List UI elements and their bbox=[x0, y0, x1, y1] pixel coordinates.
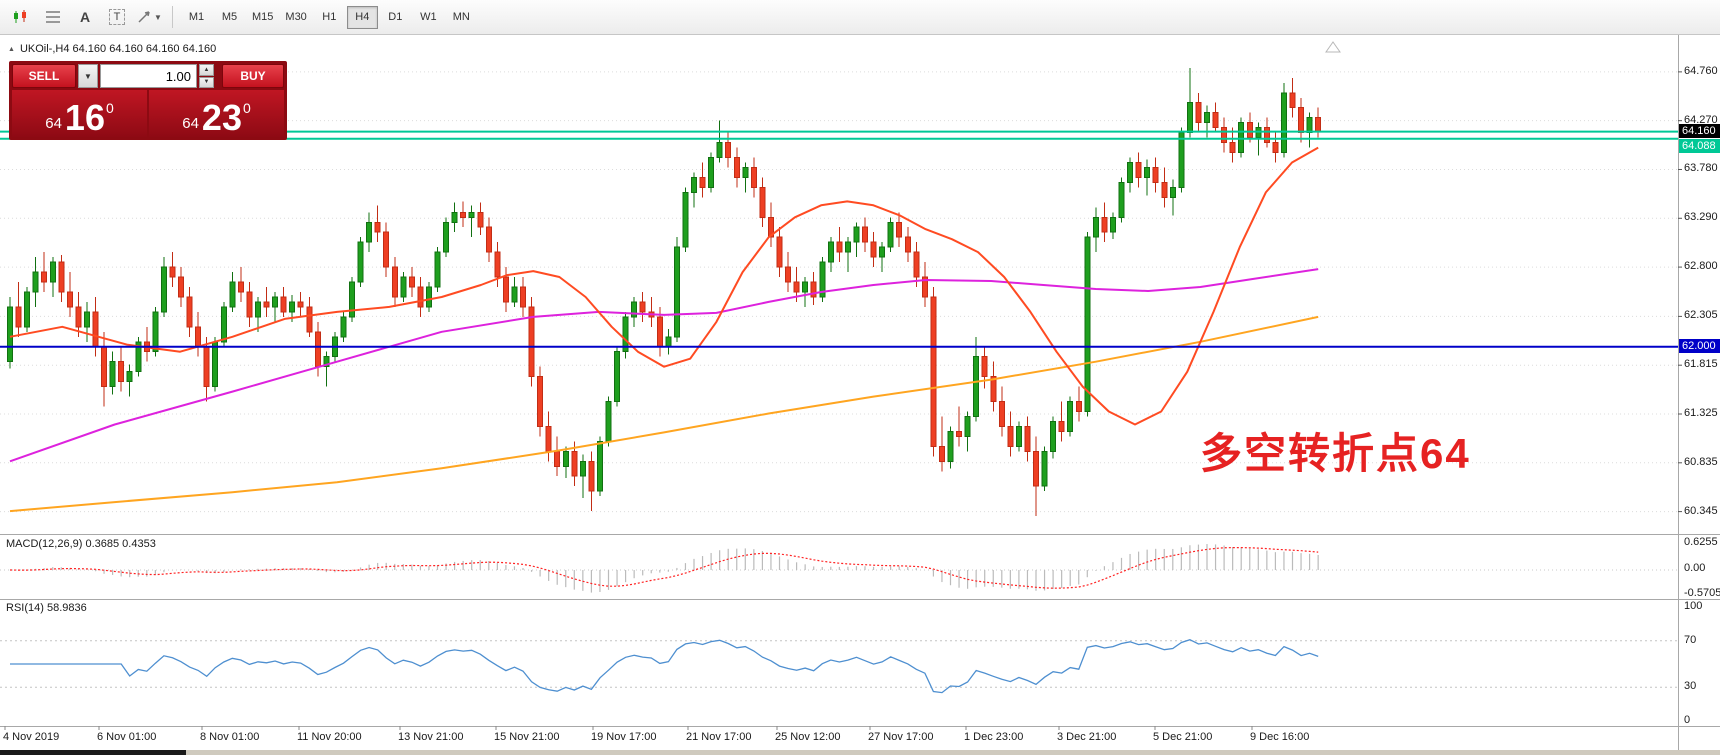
time-axis-label: 1 Dec 23:00 bbox=[964, 731, 1024, 743]
time-axis-label: 6 Nov 01:00 bbox=[97, 731, 157, 743]
grid-button[interactable] bbox=[38, 4, 68, 30]
grid-icon bbox=[46, 11, 60, 23]
bid-price-sup: 0 bbox=[105, 100, 114, 116]
collapse-triangle-icon[interactable]: ▲ bbox=[8, 45, 15, 53]
volume-input[interactable] bbox=[100, 64, 197, 88]
volume-stepper: ▲ ▼ bbox=[199, 64, 214, 88]
ask-price-prefix: 64 bbox=[182, 115, 199, 132]
macd-axis-label: 0.00 bbox=[1684, 562, 1706, 574]
chart-type-button[interactable] bbox=[6, 4, 36, 30]
price-axis-label: 61.815 bbox=[1684, 358, 1718, 370]
last-price-badge: 64.160 bbox=[1679, 124, 1720, 138]
time-axis-label: 11 Nov 20:00 bbox=[297, 731, 362, 743]
main-toolbar: A T ▼ M1 M5 M15 M30 H1 H4 D1 W1 MN bbox=[0, 0, 1720, 35]
time-axis-label: 4 Nov 2019 bbox=[3, 731, 60, 743]
timeframe-m5[interactable]: M5 bbox=[214, 6, 245, 29]
bid-price-digits: 16 bbox=[64, 96, 105, 138]
rsi-axis-label: 70 bbox=[1684, 634, 1697, 646]
toolbar-separator bbox=[172, 6, 173, 28]
volume-up-button[interactable]: ▲ bbox=[199, 64, 214, 76]
text-label-icon: A bbox=[79, 9, 91, 25]
time-axis-label: 27 Nov 17:00 bbox=[868, 731, 934, 743]
time-axis-label: 8 Nov 01:00 bbox=[200, 731, 260, 743]
timeframe-m30[interactable]: M30 bbox=[280, 6, 311, 29]
time-axis-label: 21 Nov 17:00 bbox=[686, 731, 752, 743]
level-line-price-badge: 62.000 bbox=[1679, 339, 1720, 353]
macd-axis-label: -0.5705 bbox=[1684, 587, 1720, 599]
price-axis-label: 64.760 bbox=[1684, 65, 1718, 77]
timeframe-h4[interactable]: H4 bbox=[346, 5, 378, 29]
bottom-bar-fragment bbox=[0, 750, 186, 755]
draw-tool-icon bbox=[138, 11, 150, 23]
timeframe-d1[interactable]: D1 bbox=[380, 6, 411, 29]
rsi-axis-label: 0 bbox=[1684, 714, 1691, 726]
price-axis-label: 61.325 bbox=[1684, 407, 1718, 419]
volume-down-button[interactable]: ▼ bbox=[199, 76, 214, 88]
timeframe-h1[interactable]: H1 bbox=[314, 6, 345, 29]
text-label-button[interactable]: A bbox=[70, 4, 100, 30]
bid-price-display[interactable]: 64 16 0 bbox=[12, 90, 147, 137]
trade-controls-row: SELL ▼ ▲ ▼ BUY bbox=[12, 64, 284, 88]
price-axis-label: 63.780 bbox=[1684, 162, 1718, 174]
time-axis-label: 9 Dec 16:00 bbox=[1250, 731, 1310, 743]
ask-price-sup: 0 bbox=[242, 100, 251, 116]
rsi-axis-label: 100 bbox=[1684, 600, 1703, 612]
macd-axis-label: 0.6255 bbox=[1684, 536, 1718, 548]
ask-price-display[interactable]: 64 23 0 bbox=[149, 90, 284, 137]
ask-price-digits: 23 bbox=[201, 96, 242, 138]
bid-line-price-badge: 64.088 bbox=[1679, 139, 1720, 153]
chevron-down-icon: ▼ bbox=[154, 12, 162, 22]
price-axis-label: 62.305 bbox=[1684, 309, 1718, 321]
symbol-ohlc-text: UKOil-,H4 64.160 64.160 64.160 64.160 bbox=[19, 43, 217, 55]
symbol-info: ▲ UKOil-,H4 64.160 64.160 64.160 64.160 bbox=[8, 43, 216, 55]
time-axis-label: 3 Dec 21:00 bbox=[1057, 731, 1117, 743]
bid-price-prefix: 64 bbox=[45, 115, 62, 132]
time-axis-label: 15 Nov 21:00 bbox=[494, 731, 560, 743]
rsi-indicator-label: RSI(14) 58.9836 bbox=[6, 602, 87, 614]
timeframe-w1[interactable]: W1 bbox=[413, 6, 444, 29]
price-axis-label: 60.835 bbox=[1684, 456, 1718, 468]
trade-prices-row: 64 16 0 64 23 0 bbox=[12, 90, 284, 137]
time-axis-label: 5 Dec 21:00 bbox=[1153, 731, 1213, 743]
timeframe-mn[interactable]: MN bbox=[446, 6, 477, 29]
text-box-button[interactable]: T bbox=[102, 4, 132, 30]
price-axis-label: 64.270 bbox=[1684, 114, 1718, 126]
price-axis-label: 60.345 bbox=[1684, 505, 1718, 517]
draw-tools-button[interactable]: ▼ bbox=[134, 4, 164, 30]
text-box-icon: T bbox=[108, 9, 126, 25]
volume-dropdown-button[interactable]: ▼ bbox=[78, 64, 98, 88]
timeframe-m1[interactable]: M1 bbox=[181, 6, 212, 29]
time-axis-label: 19 Nov 17:00 bbox=[591, 731, 657, 743]
time-axis-label: 13 Nov 21:00 bbox=[398, 731, 464, 743]
macd-indicator-label: MACD(12,26,9) 0.3685 0.4353 bbox=[6, 538, 156, 550]
timeframe-m15[interactable]: M15 bbox=[247, 6, 278, 29]
sell-button[interactable]: SELL bbox=[12, 64, 76, 88]
buy-button[interactable]: BUY bbox=[222, 64, 284, 88]
time-axis-label: 25 Nov 12:00 bbox=[775, 731, 841, 743]
price-axis-label: 62.800 bbox=[1684, 260, 1718, 272]
rsi-axis-label: 30 bbox=[1684, 680, 1697, 692]
chart-annotation-text: 多空转折点64 bbox=[1200, 430, 1471, 477]
bottom-strip bbox=[0, 750, 1720, 755]
price-axis-label: 63.290 bbox=[1684, 211, 1718, 223]
candlestick-chart-icon bbox=[14, 10, 26, 23]
